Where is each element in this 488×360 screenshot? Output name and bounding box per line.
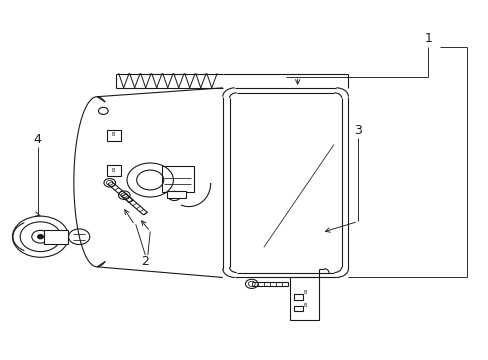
Text: B: B (303, 291, 306, 296)
Text: 1: 1 (424, 32, 431, 45)
Bar (294, 294, 303, 300)
Bar (44, 230, 67, 244)
Text: B: B (303, 303, 306, 308)
Bar (294, 306, 303, 311)
Text: 2: 2 (141, 255, 149, 268)
Text: 3: 3 (353, 124, 361, 137)
Bar (106, 130, 121, 141)
Bar (106, 165, 121, 176)
Circle shape (38, 235, 43, 239)
Text: B: B (111, 132, 115, 138)
Bar (167, 192, 185, 198)
Text: 4: 4 (34, 133, 41, 146)
Text: B: B (111, 168, 115, 173)
Bar (290, 278, 319, 320)
Bar (162, 166, 193, 192)
